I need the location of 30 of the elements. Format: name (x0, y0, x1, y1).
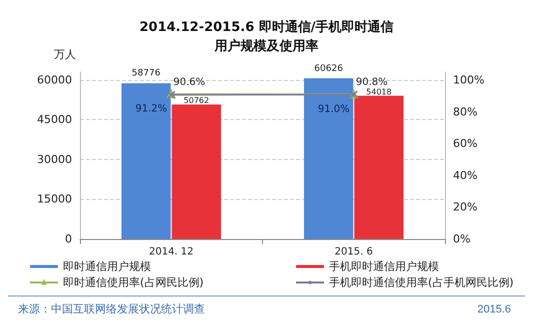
legend-label: 即时通信使用率(占网民比例) (63, 276, 204, 289)
text: 2015.6 (477, 304, 512, 316)
y2-tick-label: 20% (453, 200, 478, 214)
legend-label: 手机即时通信使用率(占手机网民比例) (329, 276, 514, 289)
source-note: 来源：中国互联网络发展状况统计调查 (18, 302, 205, 316)
y-axis-title: 万人 (54, 48, 76, 61)
y-tick-label: 45000 (37, 113, 72, 126)
data-label: 50762 (184, 96, 210, 105)
x-tick-label: 2014. 12 (148, 246, 194, 258)
y2-tick-label: 0% (453, 232, 470, 246)
data-label: 58776 (132, 68, 161, 79)
y-tick-label: 15000 (37, 192, 72, 206)
chart-title: 2014.12-2015.6 即时通信/手机即时通信 (139, 19, 394, 35)
legend-label: 手机即时通信用户规模 (329, 260, 439, 273)
y2-tick-label: 40% (453, 168, 478, 182)
data-label: 91.0% (318, 104, 350, 116)
y2-tick-label: 80% (453, 105, 478, 118)
data-label: 90.8% (356, 76, 388, 88)
x-tick-label: 2015. 6 (334, 246, 373, 258)
data-label: 60626 (314, 64, 344, 74)
legend-label: 即时通信用户规模 (63, 260, 151, 273)
y2-tick-label: 60% (453, 137, 478, 150)
data-label: 91.2% (135, 104, 168, 115)
data-label: 90.6% (173, 77, 206, 88)
y-tick-label: 30000 (37, 152, 72, 166)
y-tick-label: 60000 (37, 73, 72, 86)
chart-subtitle: 用户规模及使用率 (214, 38, 318, 54)
y-tick-label: 0 (65, 232, 72, 246)
y2-tick-label: 100% (453, 73, 484, 86)
data-label: 54018 (366, 87, 392, 96)
